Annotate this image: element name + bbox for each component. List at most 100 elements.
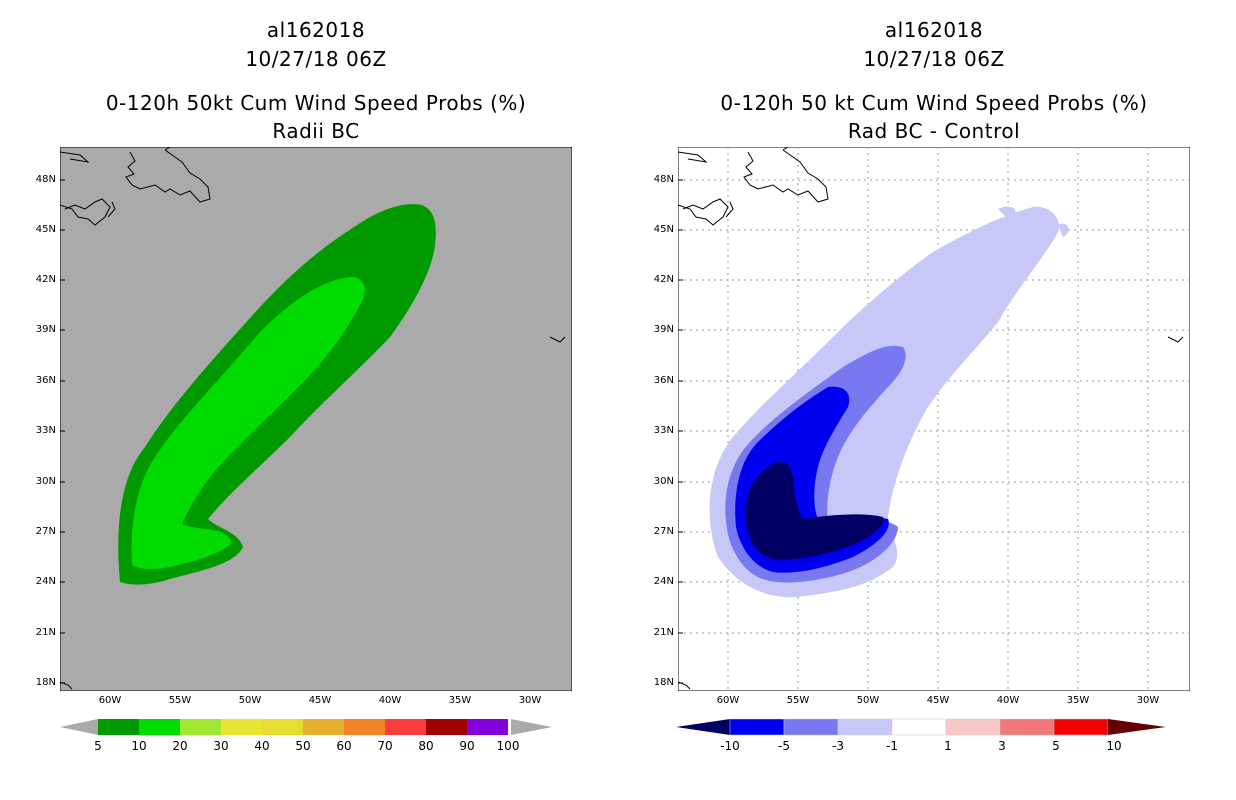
right-lat-24n: 24N xyxy=(653,576,674,587)
left-product: 0-120h 50kt Cum Wind Speed Probs (%) xyxy=(105,91,527,115)
left-lat-33n: 33N xyxy=(35,425,56,436)
left-cb-label-20: 20 xyxy=(172,739,188,753)
left-map xyxy=(60,147,572,691)
left-lat-24n: 24N xyxy=(35,576,56,587)
left-lat-18n: 18N xyxy=(35,677,56,688)
left-map-panel xyxy=(60,147,572,691)
right-cb-label-m5: -5 xyxy=(778,739,790,753)
left-colorbar-swatch xyxy=(303,719,344,735)
right-colorbar-under-arrow xyxy=(676,719,730,735)
right-lat-45n: 45N xyxy=(653,224,674,235)
right-diff-minus1-patch-a xyxy=(998,206,1016,219)
right-colorbar-svg xyxy=(676,718,1166,736)
left-lon-35w: 35W xyxy=(448,695,472,706)
right-cb-label-m1: -1 xyxy=(886,739,898,753)
right-lat-30n: 30N xyxy=(653,476,674,487)
left-colorbar-swatch xyxy=(98,719,139,735)
right-ticks xyxy=(678,179,683,684)
right-lat-48n: 48N xyxy=(653,174,674,185)
right-cb-label-10: 10 xyxy=(1106,739,1122,753)
right-diff-minus1-patch-b xyxy=(1058,223,1069,237)
right-lat-33n: 33N xyxy=(653,425,674,436)
left-cb-label-5: 5 xyxy=(94,739,102,753)
left-colorbar-swatch xyxy=(385,719,426,735)
right-lat-42n: 42N xyxy=(653,274,674,285)
right-lat-36n: 36N xyxy=(653,375,674,386)
right-lon-30w: 30W xyxy=(1136,695,1160,706)
right-cb-label-5: 5 xyxy=(1052,739,1060,753)
right-storm-id: al162018 xyxy=(884,18,984,42)
left-prob-20-region xyxy=(131,277,365,570)
right-lon-55w: 55W xyxy=(786,695,810,706)
right-lon-40w: 40W xyxy=(996,695,1020,706)
right-colorbar-swatch xyxy=(783,718,839,736)
right-lon-50w: 50W xyxy=(856,695,880,706)
right-cb-label-m3: -3 xyxy=(832,739,844,753)
left-cb-label-90: 90 xyxy=(459,739,475,753)
left-datetime: 10/27/18 06Z xyxy=(245,47,387,71)
right-colorbar-swatch xyxy=(945,718,1001,736)
right-gridlines xyxy=(678,147,1190,691)
left-colorbar-swatch xyxy=(262,719,303,735)
left-cb-label-30: 30 xyxy=(213,739,229,753)
left-cb-label-10: 10 xyxy=(131,739,147,753)
left-lon-55w: 55W xyxy=(168,695,192,706)
right-title: al162018 10/27/18 06Z 0-120h 50 kt Cum W… xyxy=(678,16,1190,146)
left-colorbar-over-arrow xyxy=(511,719,552,735)
left-lon-45w: 45W xyxy=(308,695,332,706)
left-colorbar-svg xyxy=(60,719,552,735)
right-subtitle: Rad BC - Control xyxy=(847,119,1021,143)
left-cb-label-40: 40 xyxy=(254,739,270,753)
right-colorbar-over-arrow xyxy=(1108,719,1166,735)
right-cb-label-1: 1 xyxy=(944,739,952,753)
right-colorbar-swatch xyxy=(891,718,947,736)
left-lat-48n: 48N xyxy=(35,174,56,185)
right-lat-39n: 39N xyxy=(653,324,674,335)
left-lat-27n: 27N xyxy=(35,526,56,537)
left-cb-label-70: 70 xyxy=(377,739,393,753)
left-lat-45n: 45N xyxy=(35,224,56,235)
left-colorbar-swatch xyxy=(344,719,385,735)
right-coastline xyxy=(678,147,1184,690)
right-diff-minus10-region xyxy=(745,461,884,560)
right-colorbar xyxy=(676,717,1172,737)
right-lat-21n: 21N xyxy=(653,627,674,638)
right-colorbar-swatch xyxy=(729,718,785,736)
right-lat-18n: 18N xyxy=(653,677,674,688)
left-colorbar-swatch xyxy=(426,719,467,735)
right-cb-label-m10: -10 xyxy=(720,739,740,753)
right-lon-45w: 45W xyxy=(926,695,950,706)
left-lat-39n: 39N xyxy=(35,324,56,335)
right-colorbar-swatch xyxy=(999,718,1055,736)
left-colorbar-swatch xyxy=(139,719,180,735)
left-colorbar-swatches xyxy=(98,719,508,735)
right-lon-60w: 60W xyxy=(716,695,740,706)
right-lat-27n: 27N xyxy=(653,526,674,537)
left-cb-label-80: 80 xyxy=(418,739,434,753)
left-lat-36n: 36N xyxy=(35,375,56,386)
left-colorbar-swatch xyxy=(467,719,508,735)
right-colorbar-swatch xyxy=(837,718,893,736)
left-title: al162018 10/27/18 06Z 0-120h 50kt Cum Wi… xyxy=(60,16,572,146)
left-lat-42n: 42N xyxy=(35,274,56,285)
left-cb-label-50: 50 xyxy=(295,739,311,753)
right-colorbar-swatches xyxy=(676,718,1166,736)
right-product: 0-120h 50 kt Cum Wind Speed Probs (%) xyxy=(720,91,1148,115)
left-colorbar-swatch xyxy=(180,719,221,735)
left-subtitle: Radii BC xyxy=(272,119,360,143)
right-map xyxy=(678,147,1190,691)
right-map-panel xyxy=(678,147,1190,691)
left-lon-30w: 30W xyxy=(518,695,542,706)
left-map-background xyxy=(60,147,572,691)
left-lon-50w: 50W xyxy=(238,695,262,706)
left-lon-60w: 60W xyxy=(98,695,122,706)
left-colorbar-under-arrow xyxy=(60,719,98,735)
left-ticks xyxy=(60,179,65,684)
left-coastline xyxy=(60,147,566,690)
left-lat-30n: 30N xyxy=(35,476,56,487)
right-datetime: 10/27/18 06Z xyxy=(863,47,1005,71)
left-colorbar xyxy=(60,717,552,737)
right-lon-35w: 35W xyxy=(1066,695,1090,706)
left-storm-id: al162018 xyxy=(266,18,366,42)
left-lon-40w: 40W xyxy=(378,695,402,706)
